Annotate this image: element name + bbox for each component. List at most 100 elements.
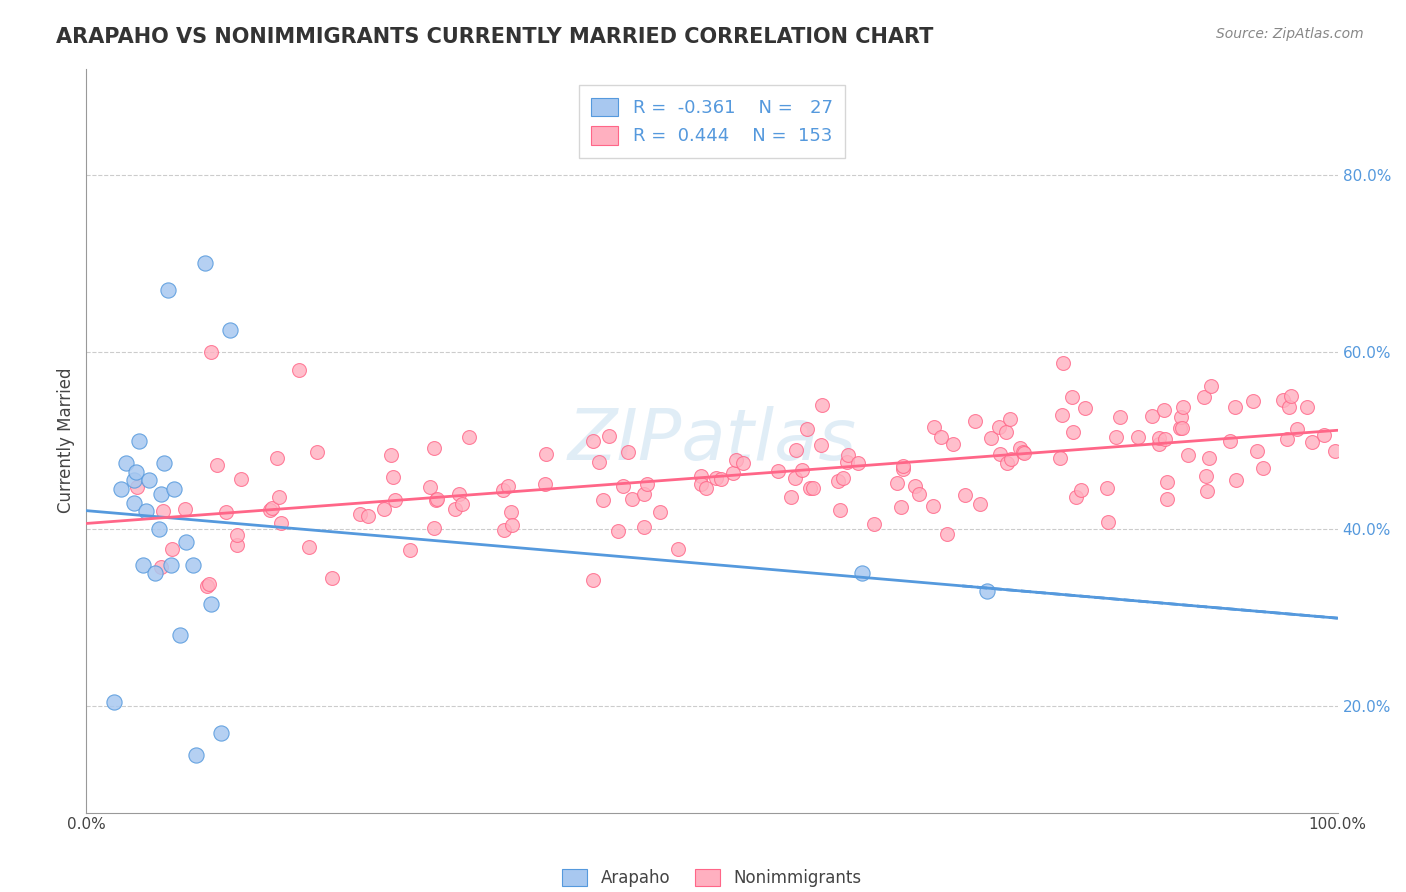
Point — [976, 584, 998, 599]
Point — [150, 560, 173, 574]
Point — [501, 518, 523, 533]
Point — [186, 747, 208, 762]
Point — [1062, 390, 1084, 404]
Point — [607, 524, 630, 539]
Point — [128, 434, 150, 448]
Point — [904, 478, 927, 492]
Point — [1171, 400, 1194, 414]
Point — [704, 470, 727, 484]
Point — [349, 508, 371, 522]
Point — [695, 481, 717, 495]
Text: Source: ZipAtlas.com: Source: ZipAtlas.com — [1216, 27, 1364, 41]
Point — [1199, 379, 1222, 393]
Point — [1052, 408, 1074, 422]
Point — [1105, 430, 1128, 444]
Point — [929, 430, 952, 444]
Point — [321, 571, 343, 585]
Point — [1049, 450, 1071, 465]
Point — [110, 482, 132, 496]
Point — [1095, 481, 1118, 495]
Point — [994, 425, 1017, 439]
Point — [725, 453, 748, 467]
Point — [1097, 515, 1119, 529]
Point — [953, 488, 976, 502]
Point — [1156, 491, 1178, 506]
Point — [138, 474, 160, 488]
Point — [790, 463, 813, 477]
Point — [1246, 444, 1268, 458]
Point — [1014, 446, 1036, 460]
Point — [169, 628, 191, 642]
Point — [125, 465, 148, 479]
Point — [225, 538, 247, 552]
Point — [1275, 433, 1298, 447]
Point — [862, 517, 884, 532]
Point — [1285, 422, 1308, 436]
Point — [260, 500, 283, 515]
Point — [153, 456, 176, 470]
Point — [380, 448, 402, 462]
Point — [1156, 475, 1178, 490]
Point — [229, 472, 252, 486]
Point — [259, 503, 281, 517]
Point — [156, 283, 179, 297]
Point — [1198, 450, 1220, 465]
Point — [1052, 356, 1074, 370]
Point — [1251, 461, 1274, 475]
Point — [811, 398, 834, 412]
Point — [373, 501, 395, 516]
Point — [195, 579, 218, 593]
Point — [889, 500, 911, 514]
Point — [592, 493, 614, 508]
Point — [612, 479, 634, 493]
Point — [783, 470, 806, 484]
Point — [990, 447, 1012, 461]
Point — [197, 577, 219, 591]
Point — [621, 491, 644, 506]
Point — [1323, 444, 1346, 458]
Point — [267, 490, 290, 504]
Point — [122, 495, 145, 509]
Point — [768, 464, 790, 478]
Point — [1170, 409, 1192, 424]
Point — [799, 481, 821, 495]
Point — [160, 541, 183, 556]
Point — [423, 521, 446, 535]
Point — [796, 422, 818, 436]
Point — [582, 434, 605, 448]
Point — [226, 528, 249, 542]
Point — [1271, 393, 1294, 408]
Point — [908, 487, 931, 501]
Point — [1225, 473, 1247, 487]
Point — [205, 458, 228, 472]
Point — [1192, 390, 1215, 404]
Point — [215, 505, 238, 519]
Point — [152, 504, 174, 518]
Point — [1140, 409, 1163, 424]
Point — [617, 444, 640, 458]
Point — [721, 466, 744, 480]
Point — [1070, 483, 1092, 497]
Point — [496, 479, 519, 493]
Point — [131, 558, 153, 572]
Point — [451, 497, 474, 511]
Point — [1279, 389, 1302, 403]
Point — [801, 481, 824, 495]
Point — [980, 431, 1002, 445]
Point — [785, 442, 807, 457]
Point — [173, 501, 195, 516]
Point — [200, 598, 222, 612]
Y-axis label: Currently Married: Currently Married — [58, 368, 75, 513]
Point — [115, 456, 138, 470]
Point — [1064, 490, 1087, 504]
Point — [449, 487, 471, 501]
Point — [963, 414, 986, 428]
Point — [942, 437, 965, 451]
Point — [633, 486, 655, 500]
Point — [1177, 448, 1199, 462]
Point — [200, 345, 222, 359]
Point — [851, 566, 873, 581]
Point — [1301, 435, 1323, 450]
Point — [492, 483, 515, 497]
Point — [419, 479, 441, 493]
